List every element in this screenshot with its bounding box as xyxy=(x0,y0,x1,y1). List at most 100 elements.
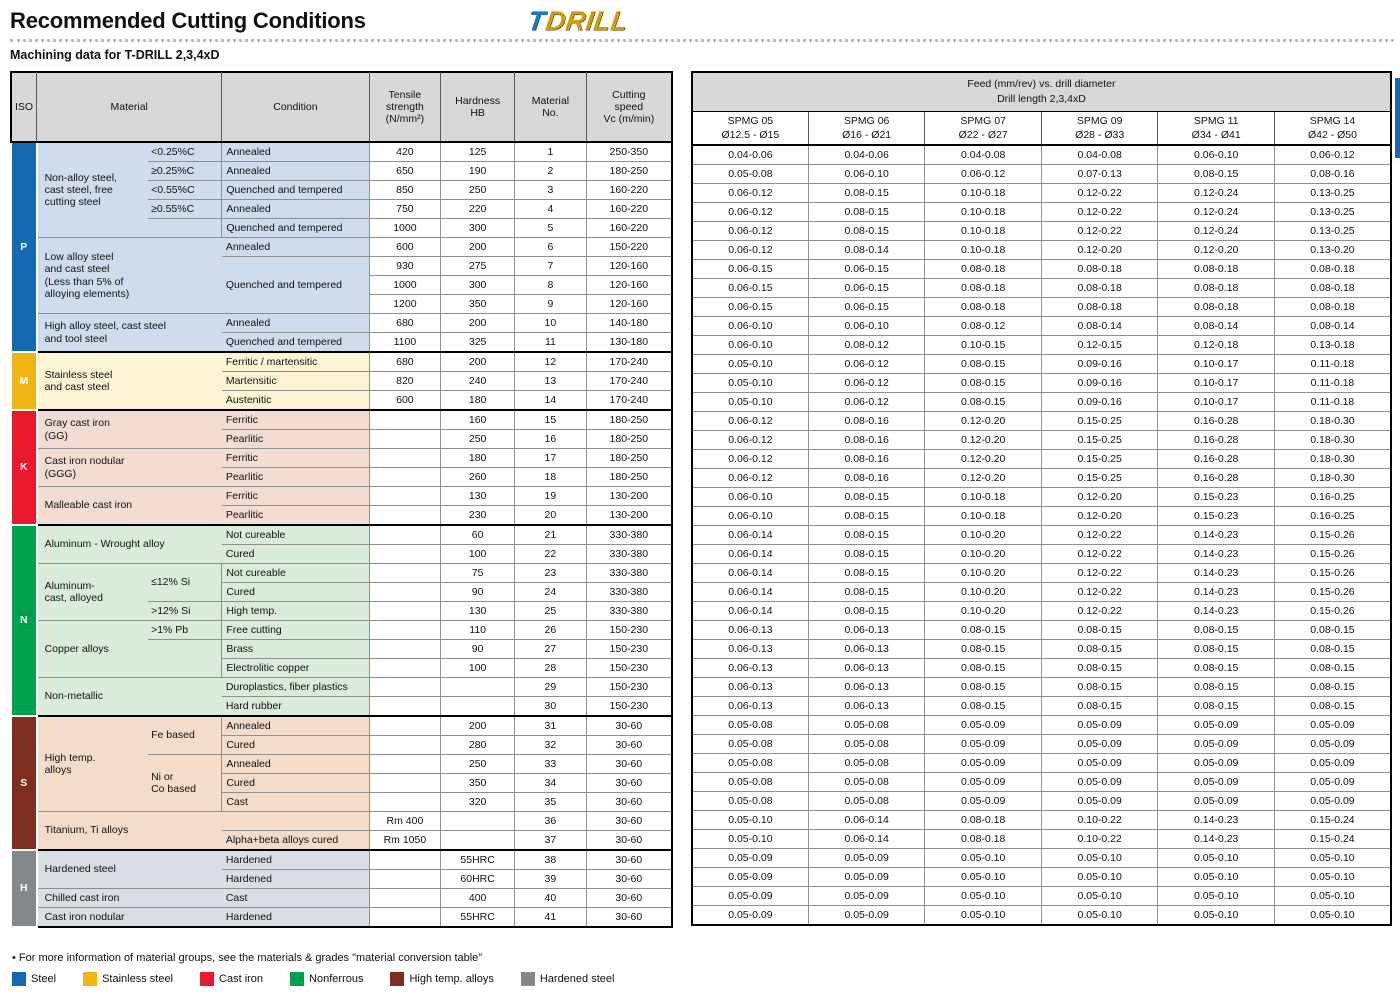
feed-value-cell: 0.08-0.14 xyxy=(1273,316,1392,336)
iso-badge: M xyxy=(10,351,38,411)
spec-cell: Fe based xyxy=(147,715,223,755)
feed-value-cell: 0.05-0.09 xyxy=(924,791,1042,811)
feed-row: 0.05-0.10 0.06-0.12 0.08-0.15 0.09-0.16 0.10… xyxy=(691,392,1392,412)
material-cell: Hardened steel xyxy=(36,849,222,889)
feed-value-cell: 0.05-0.09 xyxy=(1040,715,1159,735)
material-row: Low alloy steel and cast steel (Less tha… xyxy=(11,237,673,314)
feed-value-cell: 0.10-0.20 xyxy=(924,563,1042,583)
feed-value-cell: 0.05-0.09 xyxy=(1040,753,1159,773)
feed-value-cell: 0.10-0.18 xyxy=(924,506,1042,526)
tensile-cell xyxy=(368,582,442,602)
feed-value-cell: 0.08-0.18 xyxy=(1040,297,1159,317)
feed-value-cell: 0.12-0.15 xyxy=(1040,335,1159,355)
feed-value-cell: 0.09-0.16 xyxy=(1040,354,1159,374)
tensile-cell xyxy=(368,429,442,449)
feed-value-cell: 0.06-0.12 xyxy=(691,468,809,488)
feed-value-cell: 0.06-0.15 xyxy=(691,297,809,317)
feed-value-cell: 0.05-0.10 xyxy=(691,373,809,393)
feed-value-cell: 0.05-0.09 xyxy=(691,886,809,906)
feed-row: 0.06-0.12 0.08-0.14 0.10-0.18 0.12-0.20 0.12… xyxy=(691,240,1392,260)
feed-value-cell: 0.06-0.14 xyxy=(807,810,926,830)
feed-value-cell: 0.08-0.15 xyxy=(1157,677,1275,697)
feed-title-line2: Drill length 2,3,4xD xyxy=(997,93,1086,105)
feed-row: 0.05-0.09 0.05-0.09 0.05-0.10 0.05-0.10 0.05… xyxy=(691,905,1392,926)
tensile-cell: Rm 1050 xyxy=(368,830,442,851)
page-edge-tab xyxy=(1395,78,1400,158)
material-no-cell: 7 xyxy=(514,256,587,276)
hardness-cell: 200 xyxy=(440,237,516,257)
legend-swatch xyxy=(200,972,215,986)
feed-column-header: SPMG 07 Ø22 - Ø27 xyxy=(924,111,1042,146)
condition-cell: Alpha+beta alloys cured xyxy=(221,830,370,851)
feed-value-cell: 0.12-0.22 xyxy=(1040,563,1159,583)
feed-value-cell: 0.06-0.13 xyxy=(807,639,926,659)
condition-cell: Hardened xyxy=(221,907,370,928)
cutting-speed-cell: 150-230 xyxy=(585,696,673,717)
condition-cell: Hard rubber xyxy=(221,696,370,717)
feed-value-cell: 0.05-0.10 xyxy=(691,392,809,412)
insert-name: SPMG 14 xyxy=(1309,114,1356,127)
feed-value-cell: 0.08-0.16 xyxy=(807,411,926,431)
feed-value-cell: 0.15-0.26 xyxy=(1273,563,1392,583)
tensile-cell xyxy=(368,849,442,870)
feed-value-cell: 0.06-0.14 xyxy=(807,829,926,849)
hardness-cell: 280 xyxy=(440,735,516,755)
legend-item: Hardened steel xyxy=(520,972,614,986)
material-no-cell: 40 xyxy=(514,888,587,908)
feed-value-cell: 0.05-0.09 xyxy=(1273,715,1392,735)
tensile-cell xyxy=(368,715,442,736)
material-row: Cured 280 32 30-60 xyxy=(11,735,673,755)
feed-value-cell: 0.05-0.09 xyxy=(1040,772,1159,792)
feed-value-cell: 0.05-0.09 xyxy=(1157,753,1275,773)
material-no-cell: 15 xyxy=(514,409,587,430)
material-cell: High temp. alloys xyxy=(36,715,149,812)
feed-value-cell: 0.08-0.18 xyxy=(1157,259,1275,279)
cutting-speed-cell: 250-350 xyxy=(585,141,673,162)
tensile-cell: 750 xyxy=(368,199,442,219)
legend-label: Steel xyxy=(31,973,57,985)
feed-value-cell: 0.18-0.30 xyxy=(1273,468,1392,488)
tensile-cell xyxy=(368,677,442,697)
material-row: P Non-alloy steel, cast steel, free cutti… xyxy=(10,141,673,353)
feed-value-cell: 0.16-0.28 xyxy=(1157,411,1275,431)
col-header-hardness: Hardness HB xyxy=(440,71,516,143)
material-row: Cast iron nodular Hardened 55HRC 41 30-60 xyxy=(11,907,673,928)
feed-row: 0.05-0.08 0.06-0.10 0.06-0.12 0.07-0.13 0.08… xyxy=(691,164,1392,184)
feed-value-cell: 0.05-0.08 xyxy=(691,753,809,773)
cutting-speed-cell: 330-380 xyxy=(585,544,673,564)
feed-value-cell: 0.12-0.22 xyxy=(1040,202,1159,222)
feed-value-cell: 0.12-0.20 xyxy=(924,411,1042,431)
feed-value-cell: 0.05-0.08 xyxy=(691,734,809,754)
feed-value-cell: 0.05-0.08 xyxy=(691,164,809,184)
material-no-cell: 31 xyxy=(514,715,587,736)
logo-drill: DRILL xyxy=(543,6,631,36)
feed-columns-row: SPMG 05 Ø12.5 - Ø15 SPMG 06 Ø16 - Ø21 SPMG 0… xyxy=(691,111,1392,146)
feed-value-cell: 0.16-0.28 xyxy=(1157,468,1275,488)
tensile-cell xyxy=(368,448,442,468)
hardness-cell: 110 xyxy=(440,620,516,640)
feed-value-cell: 0.05-0.08 xyxy=(807,734,926,754)
spec-cell: <0.55%C xyxy=(147,180,223,200)
material-cell: Aluminum - Wrought alloy xyxy=(36,524,222,564)
cutting-speed-cell: 180-250 xyxy=(585,409,673,430)
spec-cell: >12% Si xyxy=(147,601,223,621)
condition-cell: Cured xyxy=(221,773,370,793)
tensile-cell: Rm 400 xyxy=(368,811,442,831)
feed-value-cell: 0.08-0.12 xyxy=(924,316,1042,336)
feed-value-cell: 0.10-0.17 xyxy=(1157,373,1275,393)
material-cell: Aluminum- cast, alloyed xyxy=(36,563,149,621)
feed-value-cell: 0.05-0.09 xyxy=(924,715,1042,735)
material-no-cell: 25 xyxy=(514,601,587,621)
feed-value-cell: 0.10-0.18 xyxy=(924,221,1042,241)
footnote: • For more information of material group… xyxy=(12,952,483,964)
hardness-cell: 60HRC xyxy=(440,869,516,889)
material-no-cell: 32 xyxy=(514,735,587,755)
cutting-speed-cell: 120-160 xyxy=(585,275,673,295)
feed-value-cell: 0.08-0.15 xyxy=(924,392,1042,412)
feed-row: 0.05-0.08 0.05-0.08 0.05-0.09 0.05-0.09 0.05… xyxy=(691,791,1392,811)
cutting-speed-cell: 170-240 xyxy=(585,351,673,372)
feed-value-cell: 0.06-0.13 xyxy=(807,677,926,697)
legend-swatch xyxy=(390,972,405,986)
cutting-speed-cell: 30-60 xyxy=(585,907,673,928)
feed-value-cell: 0.08-0.15 xyxy=(924,696,1042,716)
